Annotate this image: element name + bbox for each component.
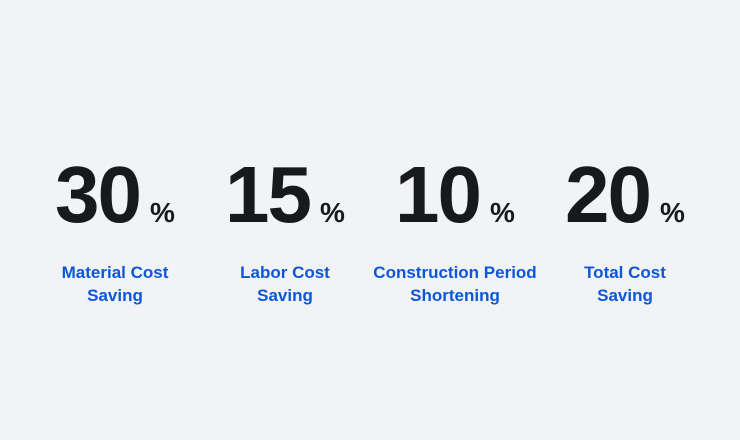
stat-label-line1: Total Cost <box>584 263 666 282</box>
stat-label-line1: Labor Cost <box>240 263 330 282</box>
stat-label-line2: Saving <box>87 286 143 305</box>
stat-number-row: 20 % <box>565 155 685 235</box>
stat-label: Total Cost Saving <box>584 261 666 307</box>
stat-label-line1: Material Cost <box>61 263 169 282</box>
stat-value: 20 <box>565 150 652 239</box>
stat-card-construction-period: 10 % Construction Period Shortening <box>370 155 540 307</box>
stat-label-line2: Saving <box>257 286 313 305</box>
stat-unit-percent: % <box>320 197 345 228</box>
stat-label-line2: Shortening <box>410 286 500 305</box>
stat-card-total-cost: 20 % Total Cost Saving <box>540 155 710 307</box>
stat-card-material-cost: 30 % Material Cost Saving <box>30 155 200 307</box>
stat-label-line1: Construction Period <box>373 263 537 282</box>
stat-label: Material Cost Saving <box>62 261 169 307</box>
stat-number-row: 10 % <box>395 155 515 235</box>
stat-unit-percent: % <box>150 197 175 228</box>
stat-card-labor-cost: 15 % Labor Cost Saving <box>200 155 370 307</box>
stat-number-row: 15 % <box>225 155 345 235</box>
stat-value: 30 <box>55 150 142 239</box>
stat-label: Construction Period Shortening <box>373 261 536 307</box>
stat-number-row: 30 % <box>55 155 175 235</box>
stat-label: Labor Cost Saving <box>240 261 330 307</box>
stat-unit-percent: % <box>490 197 515 228</box>
stat-unit-percent: % <box>660 197 685 228</box>
stat-value: 10 <box>395 150 482 239</box>
stat-label-line2: Saving <box>597 286 653 305</box>
stats-row: 30 % Material Cost Saving 15 % Labor Cos… <box>0 155 740 307</box>
stat-value: 15 <box>225 150 312 239</box>
